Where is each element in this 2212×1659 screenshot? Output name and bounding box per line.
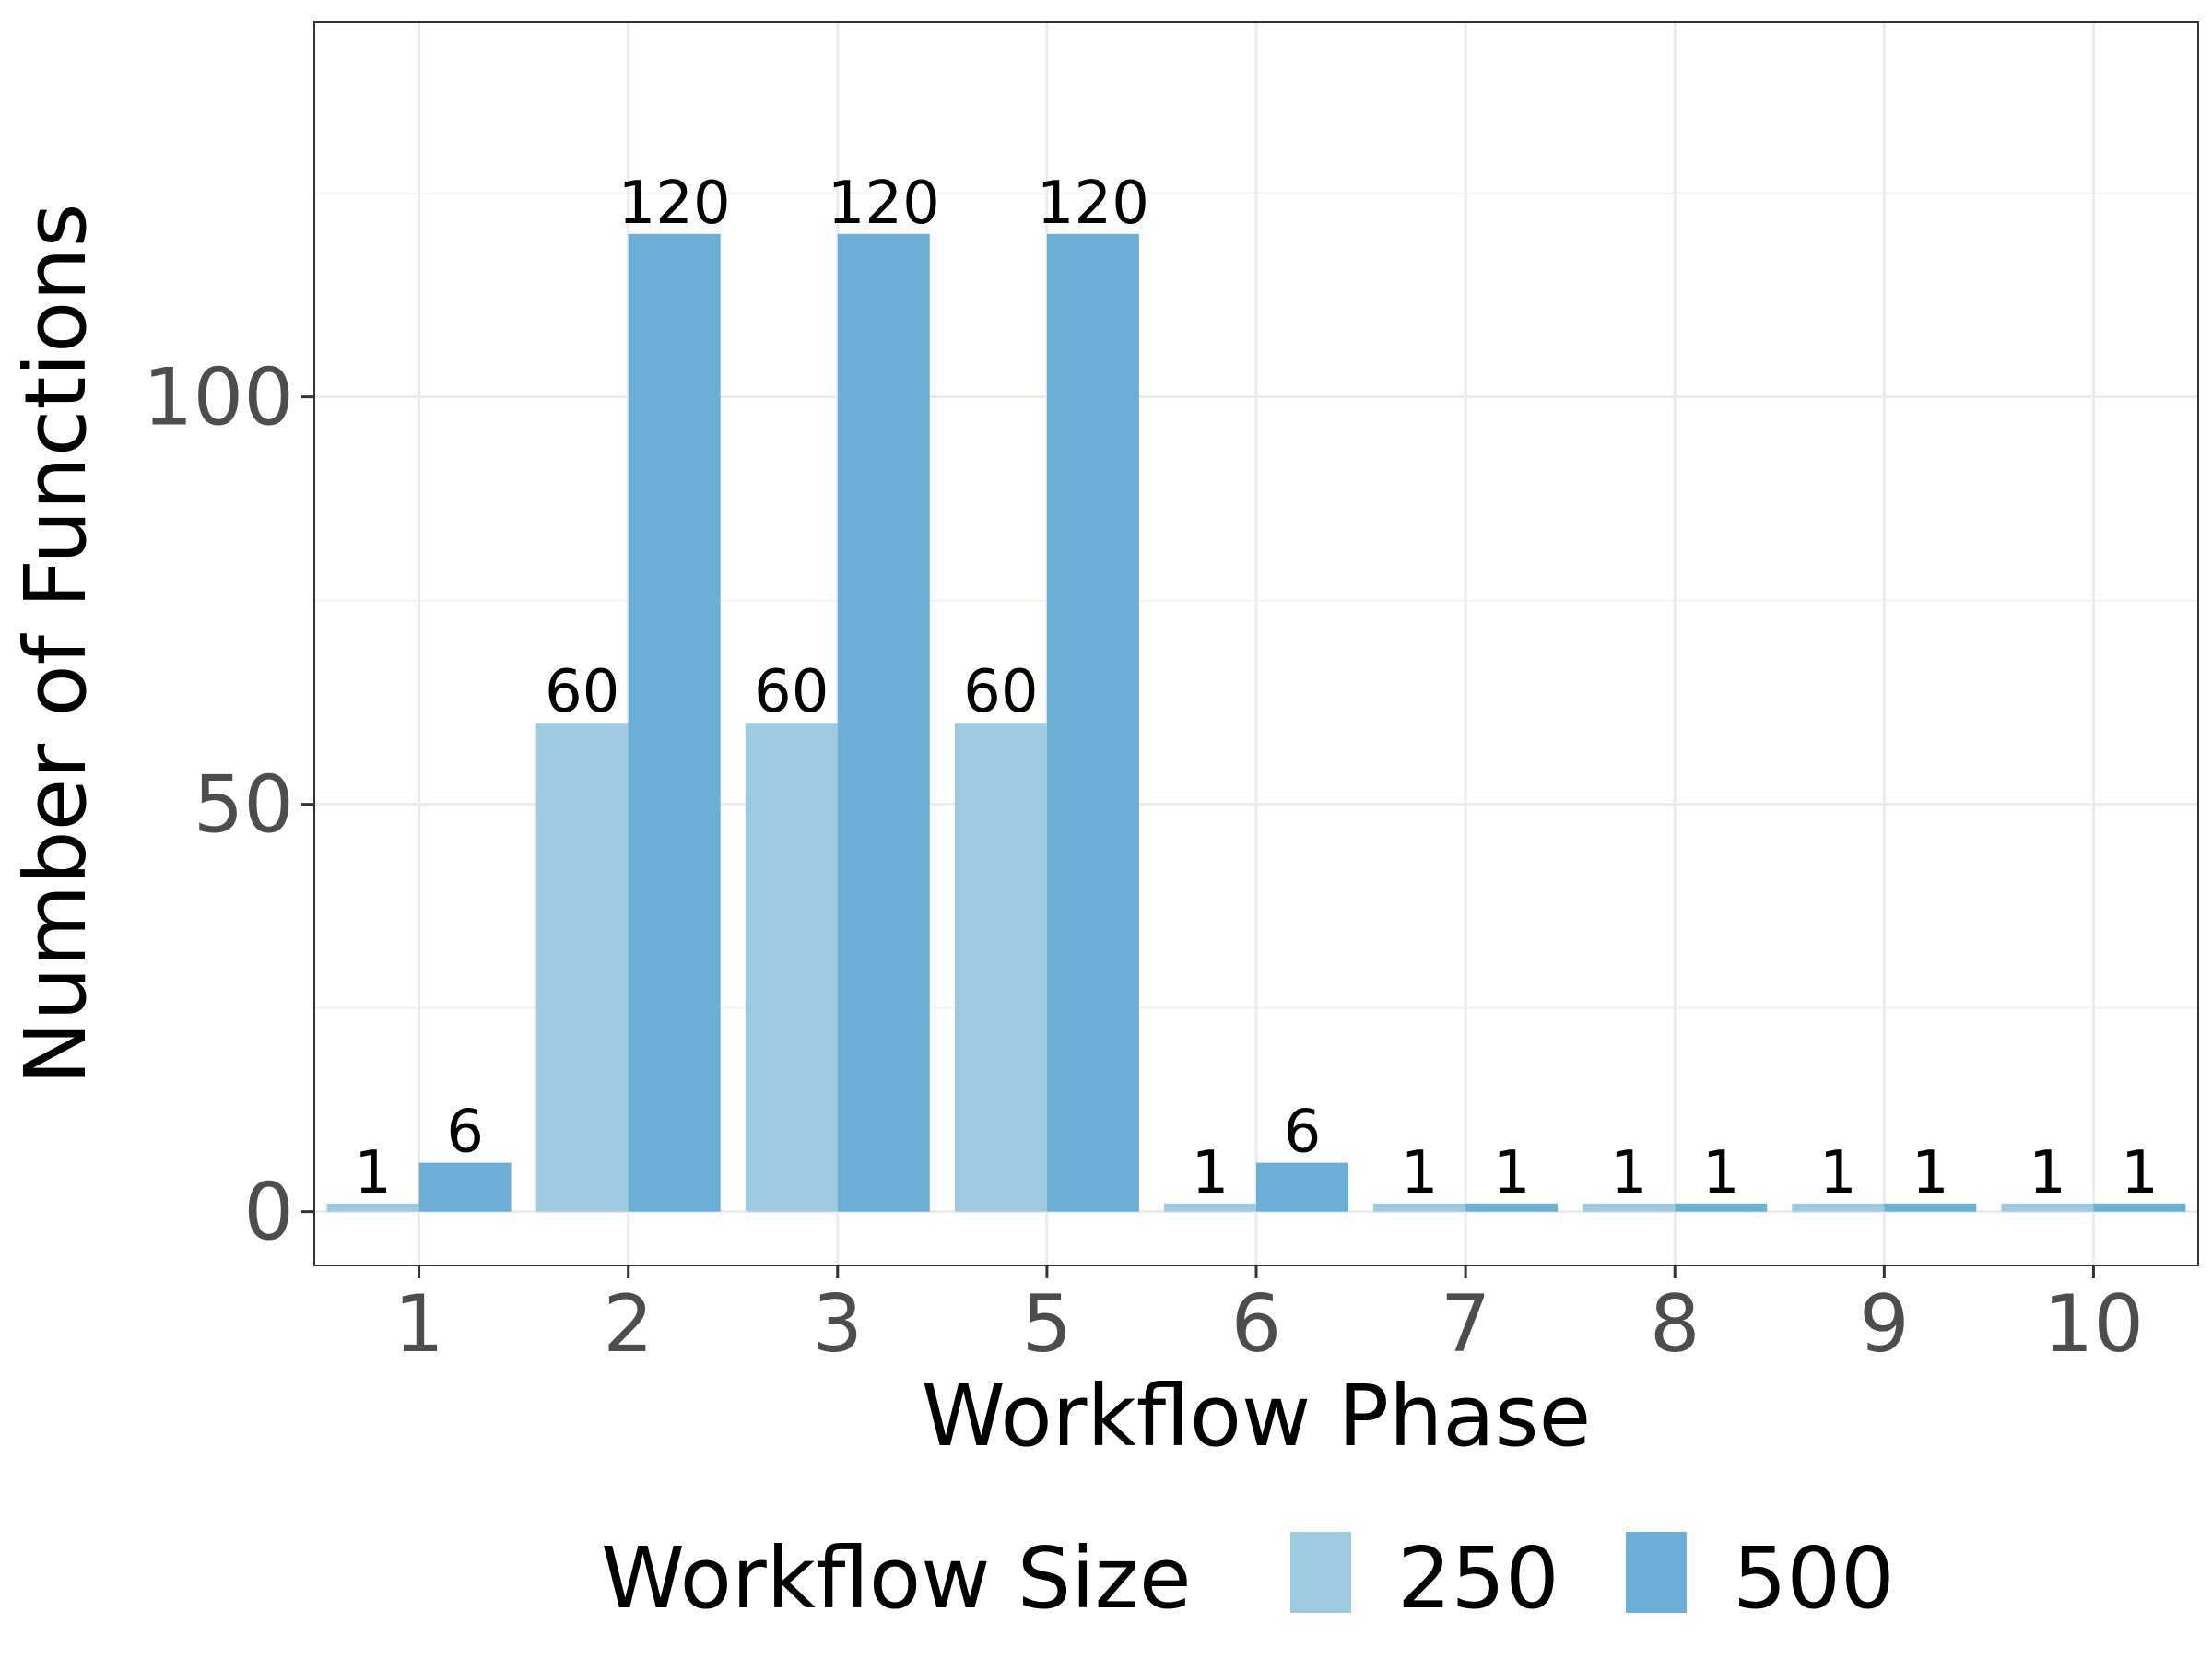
legend-title: Workflow Size [601, 1529, 1192, 1628]
x-tick-label: 3 [812, 1278, 863, 1371]
data-label: 60 [963, 658, 1038, 726]
legend-label-500: 500 [1733, 1529, 1895, 1628]
bar-series-250-phase-6 [1164, 1203, 1256, 1212]
bar-series-250-phase-3 [745, 723, 838, 1212]
data-label: 120 [618, 170, 731, 238]
data-label: 1 [1819, 1139, 1857, 1207]
bar-series-250-phase-2 [535, 723, 629, 1212]
x-tick-label: 1 [394, 1278, 444, 1371]
bar-series-500-phase-8 [1675, 1203, 1768, 1212]
x-tick-label: 2 [603, 1278, 653, 1371]
bar-series-500-phase-9 [1884, 1203, 1977, 1212]
x-axis: 1 2 3 5 6 7 8 9 10 [394, 1265, 2144, 1371]
data-label: 120 [828, 170, 940, 238]
x-tick-label: 9 [1859, 1278, 1910, 1371]
x-tick-label: 8 [1650, 1278, 1700, 1371]
data-label: 1 [1702, 1139, 1740, 1207]
data-label: 6 [446, 1099, 484, 1167]
bar-series-250-phase-5 [954, 723, 1047, 1212]
data-label: 1 [1912, 1139, 1949, 1207]
bar-series-500-phase-6 [1256, 1162, 1348, 1212]
x-tick-label: 5 [1022, 1278, 1073, 1371]
bar-series-500-phase-1 [418, 1162, 512, 1212]
bar-series-500-phase-10 [2093, 1203, 2186, 1212]
data-label: 1 [1610, 1139, 1648, 1207]
bar-series-250-phase-8 [1583, 1203, 1676, 1212]
bar-series-500-phase-7 [1465, 1203, 1559, 1212]
bar-series-500-phase-3 [837, 233, 930, 1212]
data-label: 1 [354, 1139, 392, 1207]
bar-series-250-phase-7 [1373, 1203, 1466, 1212]
data-label: 1 [1493, 1139, 1531, 1207]
data-label: 1 [1401, 1139, 1439, 1207]
x-axis-title: Workflow Phase [922, 1367, 1591, 1465]
legend-key-500 [1626, 1532, 1687, 1613]
data-label: 60 [545, 658, 619, 726]
data-label: 120 [1037, 170, 1149, 238]
bar-series-500-phase-2 [628, 233, 721, 1212]
bar-series-250-phase-1 [326, 1203, 419, 1212]
x-tick-label: 7 [1441, 1278, 1491, 1371]
bar-series-250-phase-10 [2001, 1203, 2094, 1212]
y-tick-label: 50 [194, 759, 294, 852]
bar-series-500-phase-5 [1046, 233, 1139, 1212]
legend-key-250 [1290, 1532, 1351, 1613]
bar-series-250-phase-9 [1792, 1203, 1885, 1212]
y-axis: 0 50 100 [143, 352, 314, 1259]
y-tick-label: 0 [243, 1167, 294, 1259]
data-label: 60 [754, 658, 829, 726]
data-label: 6 [1284, 1099, 1322, 1167]
bars [326, 233, 2186, 1212]
data-label: 1 [1192, 1139, 1230, 1207]
data-label: 1 [2029, 1139, 2066, 1207]
x-tick-label: 10 [2043, 1278, 2144, 1371]
data-label: 1 [2121, 1139, 2159, 1207]
legend: Workflow Size 250 500 [601, 1529, 1895, 1628]
y-axis-title: Number of Functions [6, 204, 105, 1085]
legend-label-250: 250 [1397, 1529, 1559, 1628]
y-tick-label: 100 [143, 352, 294, 444]
x-tick-label: 6 [1231, 1278, 1282, 1371]
